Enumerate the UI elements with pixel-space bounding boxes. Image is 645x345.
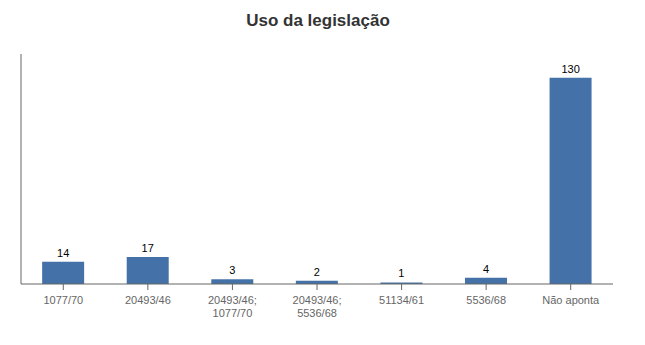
svg-text:20493/46;1077/70: 20493/46;1077/70 — [208, 294, 257, 319]
svg-text:51134/61: 51134/61 — [379, 294, 424, 306]
svg-text:130: 130 — [561, 63, 579, 75]
html-text:Uso da legislação: Uso da legislação — [246, 11, 390, 30]
svg-text:14: 14 — [57, 247, 69, 259]
svg-text:Não aponta: Não aponta — [542, 294, 600, 306]
svg-text:1077/70: 1077/70 — [43, 294, 83, 306]
svg-text:20493/46: 20493/46 — [125, 294, 171, 306]
svg-text:3: 3 — [229, 264, 235, 276]
svg-text:2: 2 — [314, 266, 320, 278]
svg-text:20493/46;5536/68: 20493/46;5536/68 — [293, 294, 342, 319]
svg-text:5536/68: 5536/68 — [466, 294, 506, 306]
svg-text:1: 1 — [398, 267, 404, 279]
svg-text:17: 17 — [142, 242, 154, 254]
svg-text:4: 4 — [483, 263, 489, 275]
